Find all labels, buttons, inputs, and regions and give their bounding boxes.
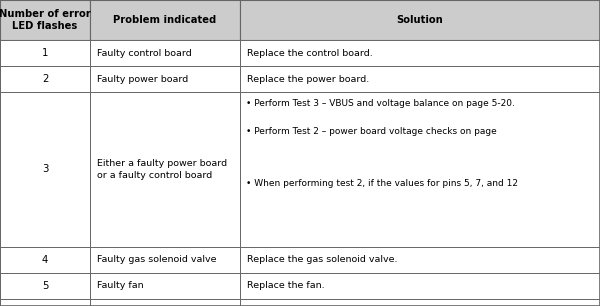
Bar (0, 40, 90, 66)
Bar (0, 92, 90, 247)
Bar (0, 247, 90, 273)
Bar (90, 247, 240, 273)
Bar (0, 299, 90, 306)
Text: • Perform Test 2 – power board voltage checks on page: • Perform Test 2 – power board voltage c… (246, 127, 497, 136)
Bar (90, 0, 240, 40)
Text: Replace the control board.: Replace the control board. (247, 48, 373, 58)
Text: • When performing test 2, if the values for pins 5, 7, and 12: • When performing test 2, if the values … (246, 179, 518, 188)
Bar (240, 273, 600, 299)
Text: Replace the fan.: Replace the fan. (247, 282, 325, 290)
Bar (90, 299, 240, 306)
Text: 5: 5 (42, 281, 48, 291)
Bar (0, 273, 90, 299)
Text: 4: 4 (42, 255, 48, 265)
Text: Solution: Solution (397, 15, 443, 25)
Bar (240, 247, 600, 273)
Text: Faulty gas solenoid valve: Faulty gas solenoid valve (97, 256, 217, 264)
Text: • Perform Test 3 – VBUS and voltage balance on page 5-20.: • Perform Test 3 – VBUS and voltage bala… (246, 99, 515, 108)
Text: 3: 3 (42, 165, 48, 174)
Bar (90, 273, 240, 299)
Text: Faulty power board: Faulty power board (97, 74, 188, 84)
Text: Either a faulty power board
or a faulty control board: Either a faulty power board or a faulty … (97, 159, 227, 180)
Text: Replace the gas solenoid valve.: Replace the gas solenoid valve. (247, 256, 398, 264)
Bar (90, 66, 240, 92)
Bar (240, 299, 600, 306)
Bar (90, 92, 240, 247)
Text: 2: 2 (42, 74, 48, 84)
Bar (90, 40, 240, 66)
Bar (240, 40, 600, 66)
Bar (240, 66, 600, 92)
Text: Replace the power board.: Replace the power board. (247, 74, 369, 84)
Text: Number of error
LED flashes: Number of error LED flashes (0, 9, 91, 31)
Text: Faulty control board: Faulty control board (97, 48, 192, 58)
Bar (0, 0, 90, 40)
Bar (240, 92, 600, 247)
Text: 1: 1 (42, 48, 48, 58)
Text: Problem indicated: Problem indicated (113, 15, 217, 25)
Bar (240, 0, 600, 40)
Text: Faulty fan: Faulty fan (97, 282, 143, 290)
Bar (0, 66, 90, 92)
